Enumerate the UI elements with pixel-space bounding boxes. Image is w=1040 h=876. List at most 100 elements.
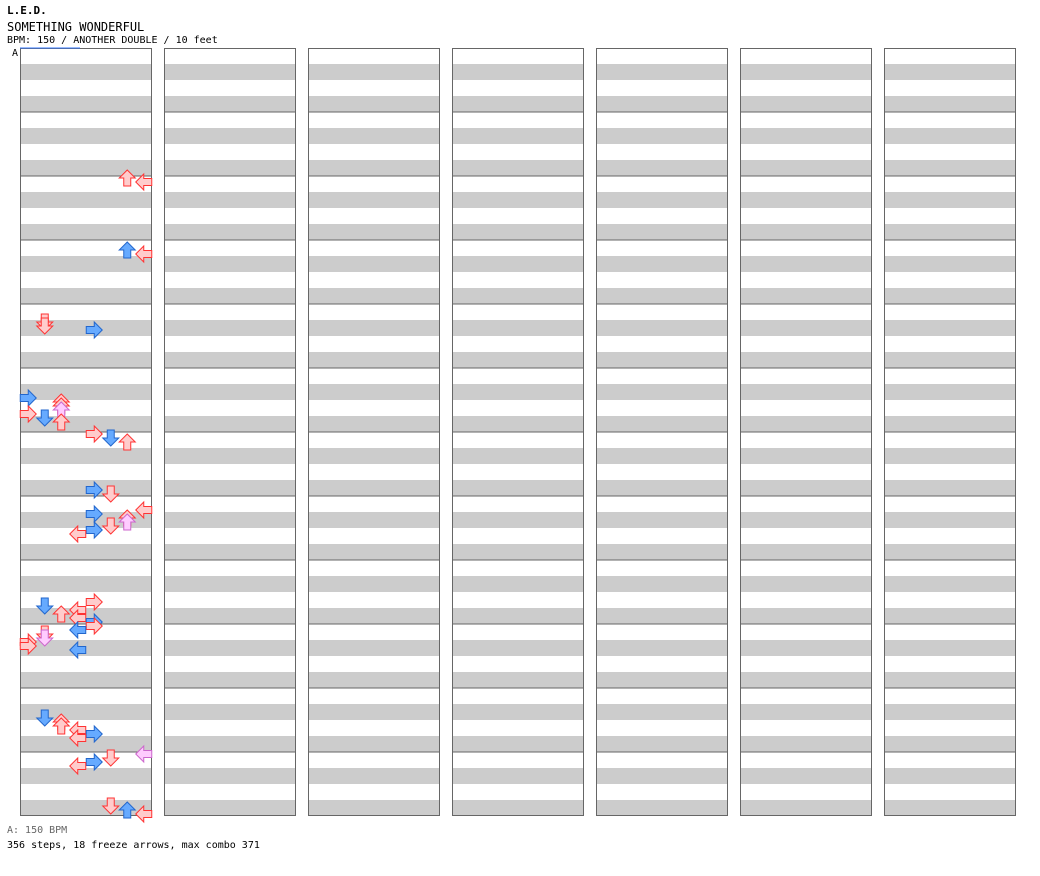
beat-band xyxy=(164,256,296,272)
beat-band xyxy=(20,512,152,528)
beat-band xyxy=(740,224,872,240)
beat-band xyxy=(884,352,1016,368)
beat-band xyxy=(164,768,296,784)
beat-band xyxy=(452,512,584,528)
beat-band xyxy=(884,576,1016,592)
beat-band xyxy=(164,416,296,432)
beat-band xyxy=(308,192,440,208)
beat-band xyxy=(164,640,296,656)
beat-band xyxy=(164,608,296,624)
beat-band xyxy=(452,576,584,592)
beat-band xyxy=(884,480,1016,496)
beat-band xyxy=(20,288,152,304)
beat-band xyxy=(308,800,440,816)
beat-band xyxy=(20,384,152,400)
beat-band xyxy=(740,480,872,496)
artist-name: L.E.D. xyxy=(7,4,47,17)
beat-band xyxy=(740,288,872,304)
beat-band xyxy=(20,160,152,176)
beat-band xyxy=(596,448,728,464)
beat-band xyxy=(884,608,1016,624)
beat-band xyxy=(740,640,872,656)
beat-band xyxy=(884,320,1016,336)
chart-meta: BPM: 150 / ANOTHER DOUBLE / 10 feet xyxy=(7,35,218,46)
beat-band xyxy=(164,448,296,464)
beat-band xyxy=(740,800,872,816)
beat-band xyxy=(308,288,440,304)
beat-band xyxy=(308,672,440,688)
beat-band xyxy=(452,448,584,464)
beat-band xyxy=(596,480,728,496)
step-arrow xyxy=(118,433,136,451)
beat-band xyxy=(740,384,872,400)
beat-band xyxy=(452,320,584,336)
beat-band xyxy=(740,256,872,272)
step-arrow xyxy=(85,593,103,611)
beat-band xyxy=(164,512,296,528)
beat-band xyxy=(164,544,296,560)
beat-band xyxy=(164,128,296,144)
beat-band xyxy=(20,768,152,784)
beat-band xyxy=(884,736,1016,752)
beat-band xyxy=(740,448,872,464)
beat-band xyxy=(308,576,440,592)
beat-band xyxy=(740,320,872,336)
beat-band xyxy=(740,768,872,784)
beat-band xyxy=(308,640,440,656)
beat-band xyxy=(596,224,728,240)
beat-band xyxy=(20,224,152,240)
beat-band xyxy=(884,416,1016,432)
beat-band xyxy=(308,704,440,720)
beat-band xyxy=(596,608,728,624)
beat-band xyxy=(452,672,584,688)
step-arrow xyxy=(118,241,136,259)
beat-band xyxy=(20,448,152,464)
beat-band xyxy=(884,128,1016,144)
column-frame xyxy=(740,48,872,816)
beat-band xyxy=(740,160,872,176)
bpm-marker-label: A xyxy=(12,48,19,59)
beat-band xyxy=(452,704,584,720)
beat-band xyxy=(164,576,296,592)
beat-band xyxy=(164,704,296,720)
beat-band xyxy=(452,480,584,496)
beat-band xyxy=(308,128,440,144)
beat-band xyxy=(308,384,440,400)
beat-band xyxy=(596,64,728,80)
beat-band xyxy=(596,736,728,752)
beat-band xyxy=(164,672,296,688)
beat-band xyxy=(452,800,584,816)
beat-band xyxy=(884,768,1016,784)
column-frame xyxy=(308,48,440,816)
beat-band xyxy=(452,192,584,208)
column-frame xyxy=(164,48,296,816)
step-arrow xyxy=(85,753,103,771)
beat-band xyxy=(164,96,296,112)
beat-band xyxy=(596,352,728,368)
beat-band xyxy=(740,544,872,560)
beat-band xyxy=(596,640,728,656)
beat-band xyxy=(884,160,1016,176)
beat-band xyxy=(164,192,296,208)
beat-band xyxy=(884,288,1016,304)
beat-band xyxy=(20,128,152,144)
beat-band xyxy=(884,672,1016,688)
beat-band xyxy=(452,160,584,176)
beat-band xyxy=(740,192,872,208)
step-stats: 356 steps, 18 freeze arrows, max combo 3… xyxy=(7,840,260,851)
beat-band xyxy=(740,704,872,720)
beat-band xyxy=(452,96,584,112)
beat-band xyxy=(452,768,584,784)
beat-band xyxy=(164,800,296,816)
beat-band xyxy=(164,736,296,752)
beat-band xyxy=(164,64,296,80)
beat-band xyxy=(452,736,584,752)
beat-band xyxy=(596,768,728,784)
column-frames xyxy=(20,47,1016,816)
beat-band xyxy=(452,352,584,368)
beat-band xyxy=(596,800,728,816)
beat-band xyxy=(308,320,440,336)
beat-band xyxy=(884,224,1016,240)
beat-band xyxy=(164,224,296,240)
